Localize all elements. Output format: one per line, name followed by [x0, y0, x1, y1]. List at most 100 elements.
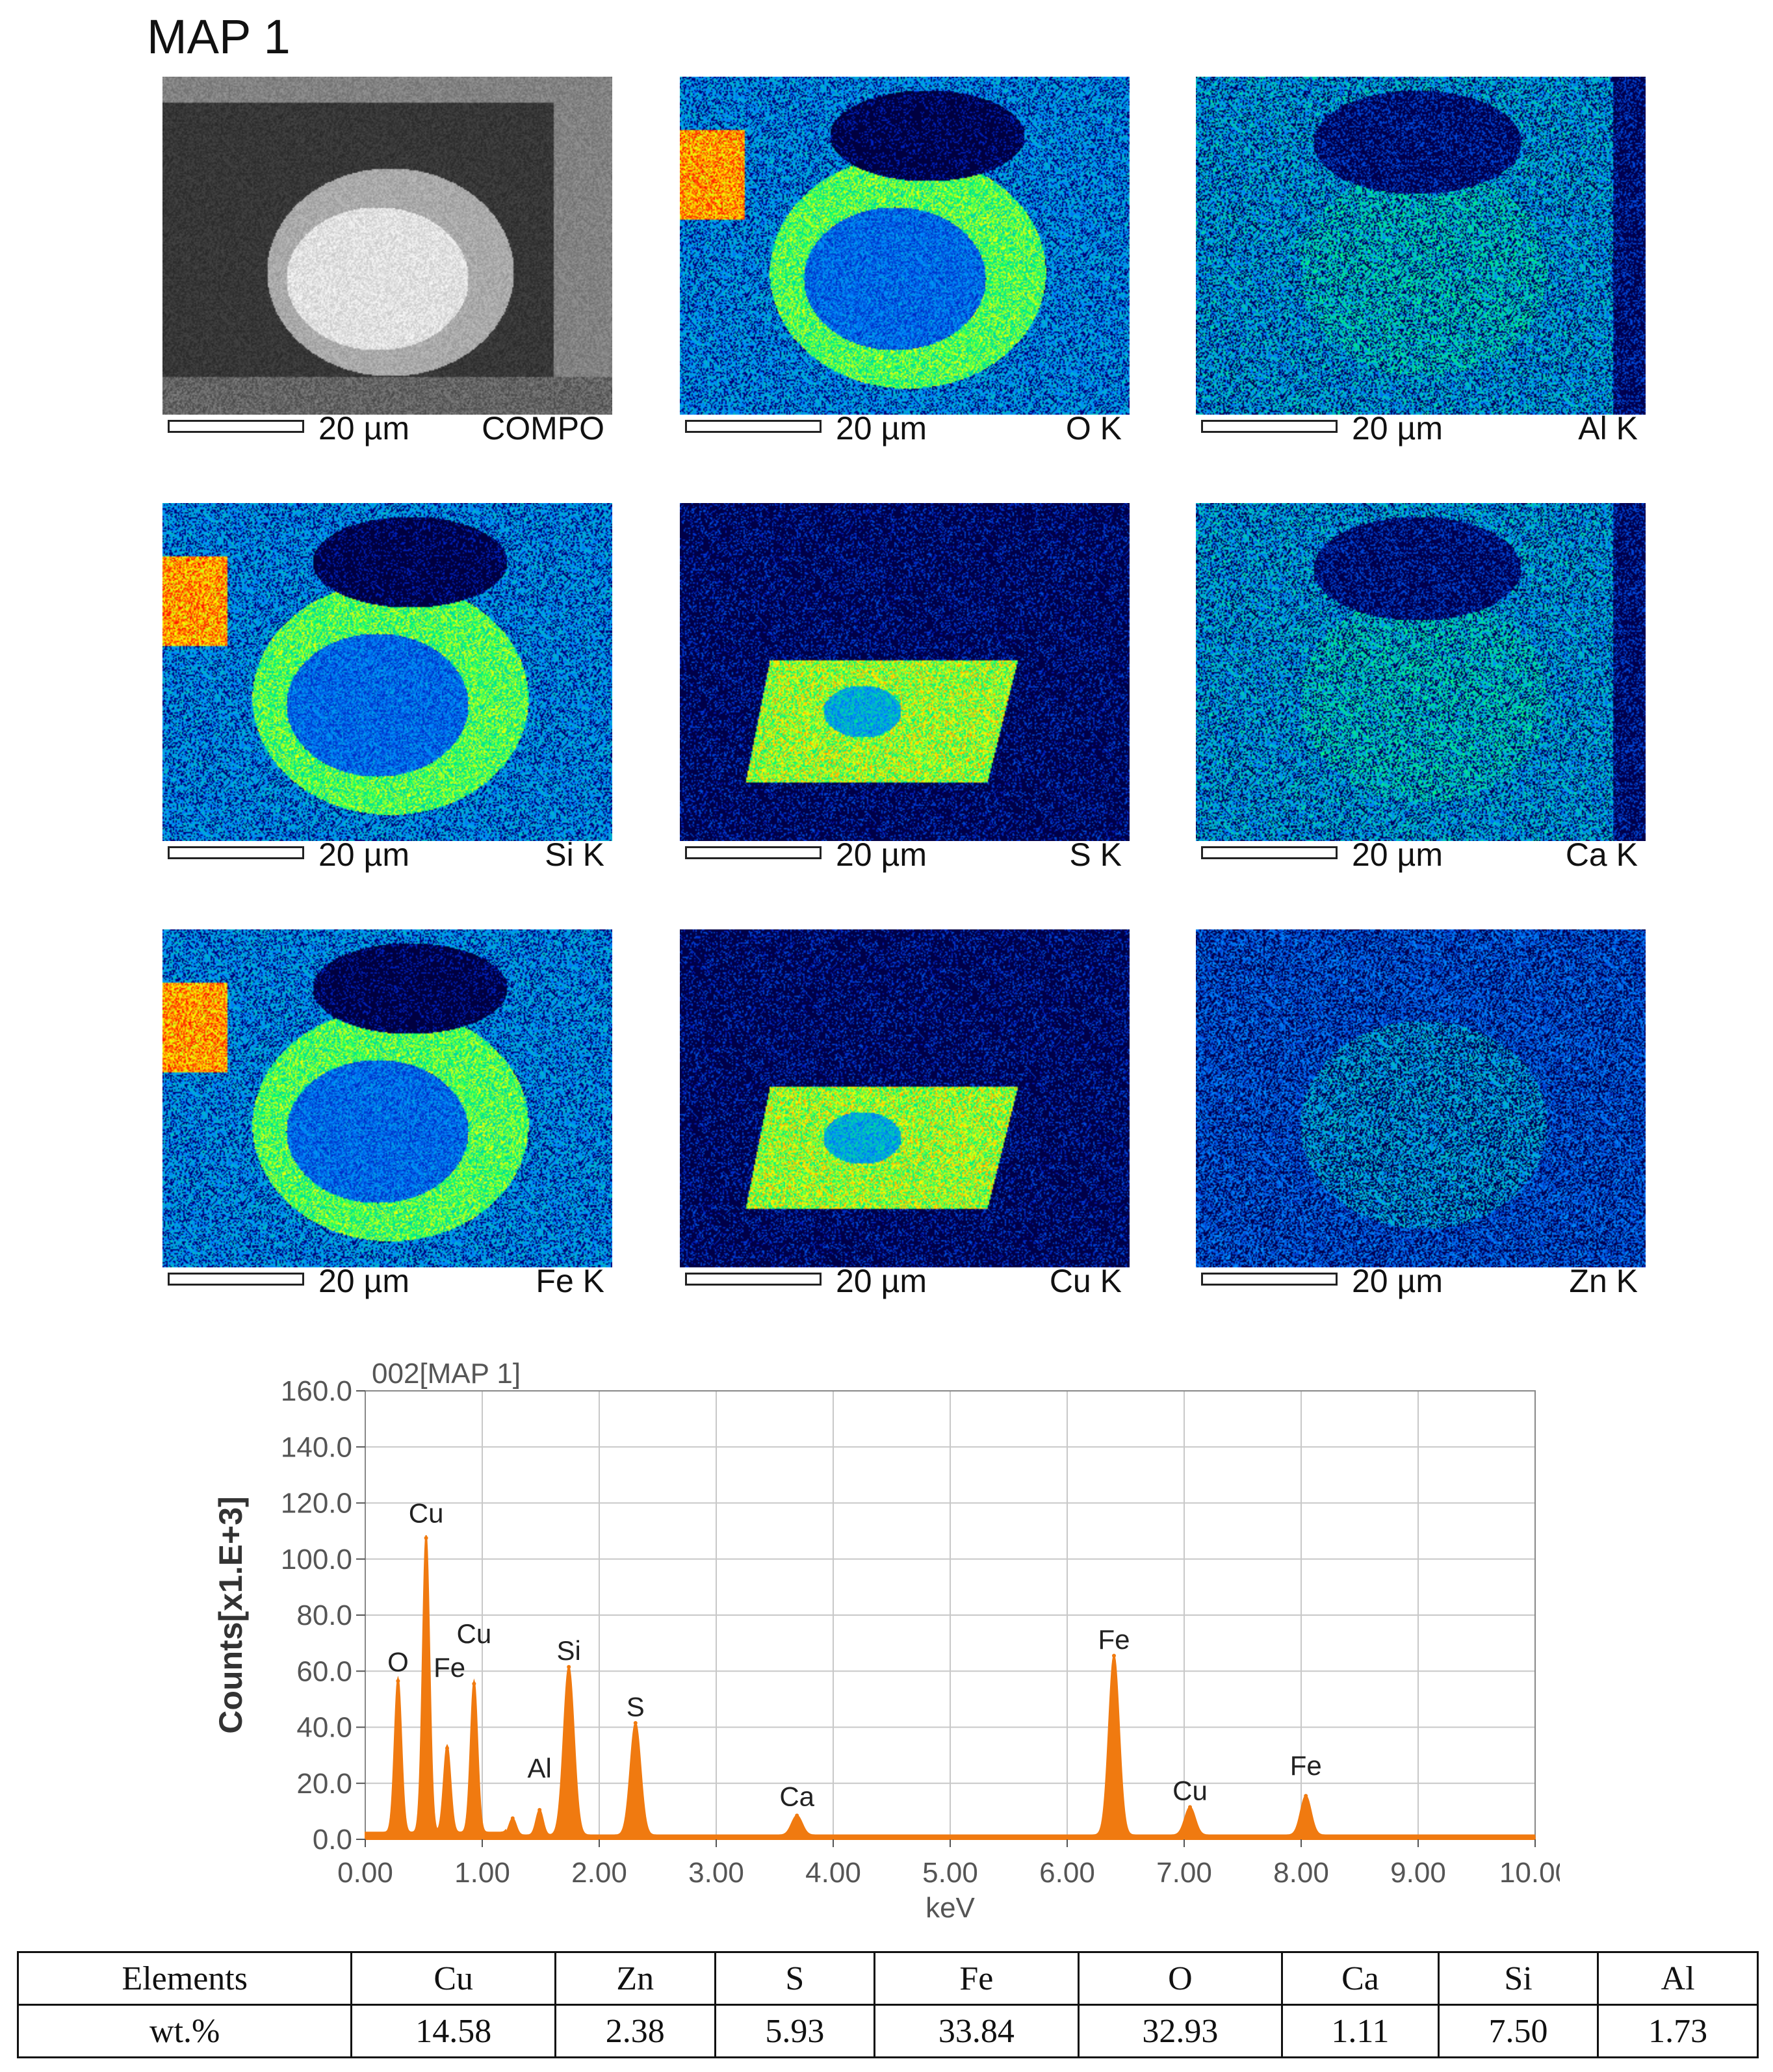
map-element-label: Ca K [1565, 836, 1638, 873]
peak-point [537, 1807, 542, 1812]
composition-table: Elements Cu Zn S Fe O Ca Si Al wt.% 14.5… [16, 1951, 1759, 2058]
element-map-image [680, 77, 1130, 415]
map-element-label: Zn K [1569, 1263, 1638, 1299]
x-tick-label: 10.00 [1499, 1857, 1560, 1889]
x-tick-label: 5.00 [922, 1857, 978, 1889]
peak-point [1112, 1653, 1116, 1658]
spectrum-area [365, 1535, 1536, 1840]
map-panel: 20 µm S K [680, 503, 1130, 873]
y-tick-label: 0.0 [313, 1824, 352, 1856]
table-header-row: Elements Cu Zn S Fe O Ca Si Al [16, 1951, 1759, 2006]
peak-annotation: Fe [1098, 1624, 1130, 1655]
element-map-image [162, 929, 612, 1267]
scale-label: 20 µm [836, 410, 927, 447]
peak-point [1304, 1794, 1308, 1798]
y-tick-label: 60.0 [296, 1655, 352, 1687]
x-tick-label: 1.00 [454, 1857, 510, 1889]
peak-annotation: Cu [409, 1498, 444, 1529]
scale-label: 20 µm [1352, 836, 1443, 873]
table-cell: Elements [16, 1951, 353, 2006]
x-tick-label: 4.00 [805, 1857, 861, 1889]
table-cell: Zn [554, 1951, 716, 2006]
element-map-image [1196, 77, 1646, 415]
map-panel: 20 µm O K [680, 77, 1130, 447]
y-tick-label: 100.0 [281, 1544, 352, 1575]
scale-label: 20 µm [318, 1263, 409, 1299]
table-cell: 33.84 [874, 2004, 1080, 2058]
scale-bar [168, 420, 304, 433]
map-element-label: Cu K [1049, 1263, 1122, 1299]
scale-bar [1201, 420, 1338, 433]
element-map-image [680, 503, 1130, 841]
x-tick-label: 6.00 [1039, 1857, 1095, 1889]
map-element-label: Fe K [536, 1263, 604, 1299]
table-cell: Ca [1281, 1951, 1440, 2006]
y-tick-label: 80.0 [296, 1599, 352, 1631]
peak-point [445, 1746, 449, 1750]
map-element-label: Si K [545, 836, 604, 873]
y-tick-label: 140.0 [281, 1431, 352, 1463]
scale-bar [1201, 846, 1338, 859]
table-cell: 14.58 [350, 2004, 556, 2058]
scale-bar [168, 846, 304, 859]
peak-point [472, 1681, 476, 1686]
peak-annotation: Ca [779, 1781, 814, 1811]
peak-annotation: Cu [457, 1618, 492, 1649]
scale-bar [685, 420, 822, 433]
x-tick-label: 8.00 [1273, 1857, 1329, 1889]
map-element-label: Al K [1578, 410, 1638, 447]
map-element-label: S K [1069, 836, 1122, 873]
y-tick-label: 120.0 [281, 1488, 352, 1520]
element-map-image [1196, 503, 1646, 841]
table-cell: wt.% [16, 2004, 353, 2058]
element-map-image [162, 503, 612, 841]
x-tick-label: 3.00 [688, 1857, 744, 1889]
peak-point [424, 1536, 428, 1540]
scale-label: 20 µm [318, 836, 409, 873]
peak-point [633, 1721, 638, 1726]
scale-label: 20 µm [836, 1263, 927, 1299]
table-row: wt.% 14.58 2.38 5.93 33.84 32.93 1.11 7.… [16, 2004, 1759, 2058]
figure-title: MAP 1 [147, 10, 291, 64]
map-element-label: COMPO [482, 410, 604, 447]
table-cell: 2.38 [554, 2004, 716, 2058]
x-axis-label: keV [925, 1892, 975, 1924]
y-tick-label: 20.0 [296, 1768, 352, 1800]
map-panel: 20 µm Si K [162, 503, 612, 873]
x-tick-label: 9.00 [1390, 1857, 1446, 1889]
map-panel: 20 µm Zn K [1196, 929, 1646, 1299]
peak-point [510, 1816, 515, 1820]
table-cell: 7.50 [1437, 2004, 1599, 2058]
map-panel: 20 µm COMPO [162, 77, 612, 447]
scale-label: 20 µm [1352, 410, 1443, 447]
peak-point [396, 1679, 400, 1683]
scale-bar [685, 1273, 822, 1286]
peak-annotation: Al [528, 1753, 552, 1783]
peak-point [567, 1664, 571, 1669]
map-element-label: O K [1065, 410, 1122, 447]
y-axis-label: Counts[x1.E+3] [213, 1496, 249, 1733]
scale-label: 20 µm [318, 410, 409, 447]
table-cell: 32.93 [1077, 2004, 1284, 2058]
map-panel: 20 µm Al K [1196, 77, 1646, 447]
peak-annotation: Fe [434, 1652, 465, 1683]
element-map-image [680, 929, 1130, 1267]
eds-spectrum-chart: 0.00 1.00 2.00 3.00 4.00 5.00 6.00 7.00 8.00 9.00… [213, 1358, 1560, 1924]
x-tick-label: 0.00 [337, 1857, 393, 1889]
x-tick-label: 2.00 [571, 1857, 627, 1889]
peak-annotation: S [627, 1691, 645, 1722]
sem-image [162, 77, 612, 415]
table-cell: 5.93 [714, 2004, 876, 2058]
scale-bar [168, 1273, 304, 1286]
element-map-image [1196, 929, 1646, 1267]
peak-annotation: Cu [1172, 1776, 1208, 1806]
scale-label: 20 µm [836, 836, 927, 873]
peak-annotation: Si [557, 1635, 581, 1666]
scale-bar [685, 846, 822, 859]
scale-bar [1201, 1273, 1338, 1286]
x-tick-label: 7.00 [1156, 1857, 1212, 1889]
table-cell: Cu [350, 1951, 556, 2006]
table-cell: 1.73 [1597, 2004, 1759, 2058]
table-cell: Si [1437, 1951, 1599, 2006]
table-cell: Al [1597, 1951, 1759, 2006]
